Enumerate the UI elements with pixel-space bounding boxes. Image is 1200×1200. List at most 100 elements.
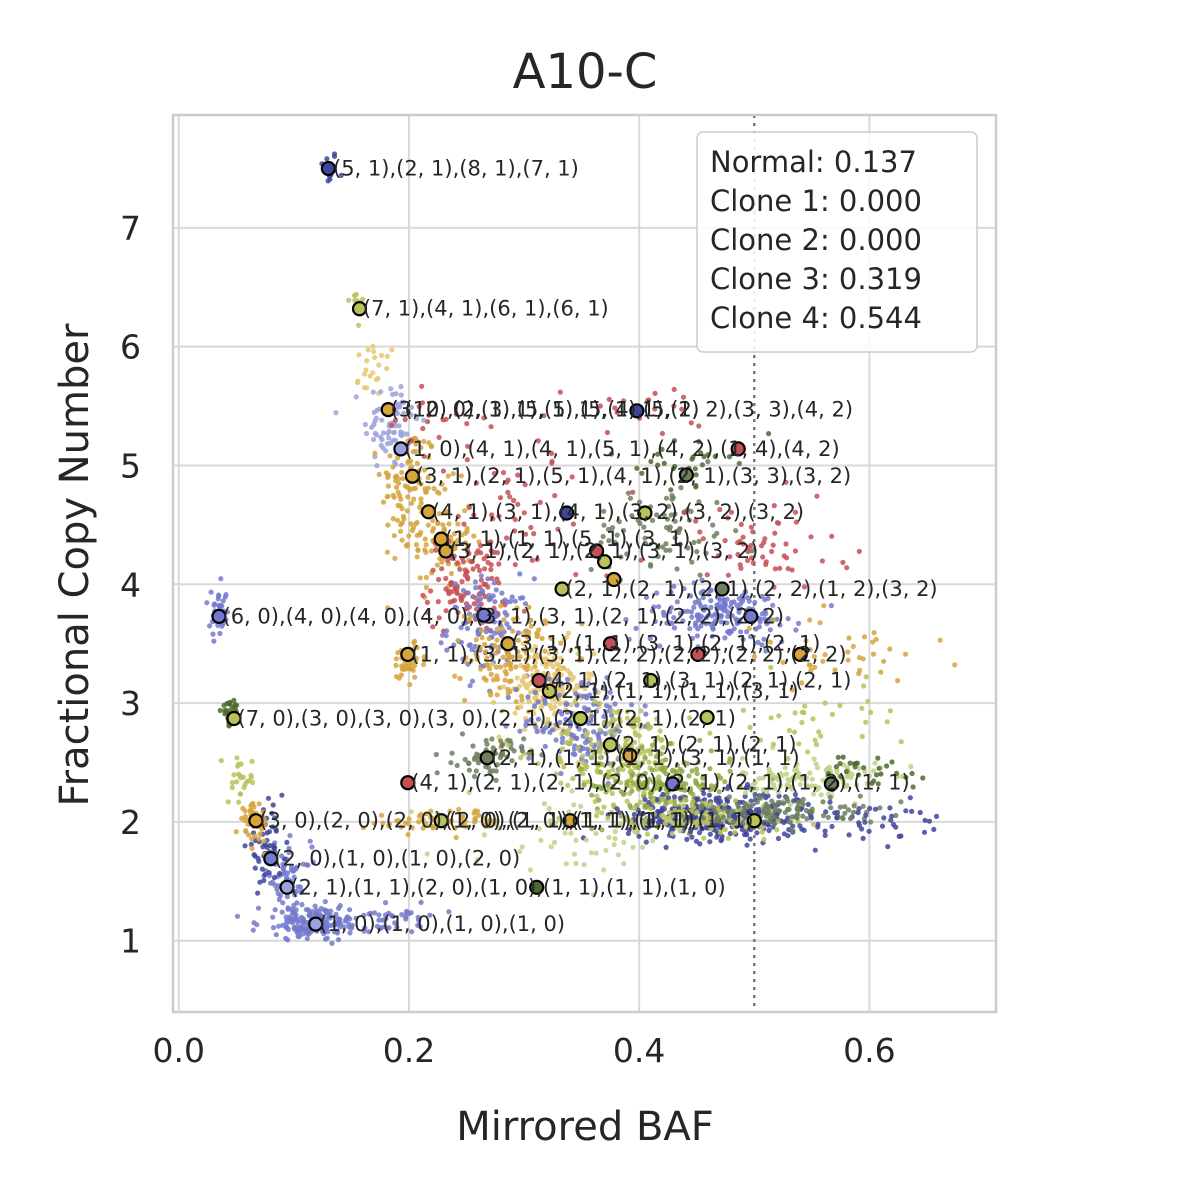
data-point [651, 604, 657, 610]
data-point [362, 421, 368, 428]
data-point [721, 814, 727, 820]
data-point [362, 371, 368, 377]
data-point [638, 557, 644, 563]
data-point [736, 460, 742, 467]
data-point [870, 639, 876, 645]
data-point [390, 464, 396, 470]
data-point [544, 721, 550, 727]
data-point [716, 789, 722, 795]
data-point [630, 489, 636, 495]
data-point [736, 818, 742, 824]
data-point [461, 620, 467, 627]
data-point [763, 648, 769, 654]
data-point [256, 858, 262, 864]
data-point [378, 442, 384, 448]
data-point [845, 807, 852, 813]
data-point [649, 767, 655, 773]
data-point [482, 566, 488, 572]
data-point [653, 754, 659, 760]
data-point [807, 809, 813, 815]
data-point [593, 783, 599, 790]
data-point [419, 400, 426, 406]
data-point [601, 685, 607, 691]
data-point [549, 458, 555, 464]
data-point [222, 594, 228, 600]
data-point [718, 619, 724, 625]
data-point [363, 367, 369, 373]
data-point [280, 922, 286, 928]
data-point [660, 609, 667, 615]
data-point [578, 766, 585, 772]
data-point [505, 694, 511, 701]
data-point [285, 926, 291, 933]
data-point [528, 666, 534, 672]
data-point [834, 809, 841, 816]
data-point [421, 654, 427, 660]
data-point [442, 486, 448, 492]
data-point [658, 751, 664, 757]
annotation-label: (4, 1),(2, 1),(2, 1),(2, 0),(2, 1),(2, 1… [411, 771, 909, 795]
data-point [701, 607, 707, 613]
data-point [635, 773, 642, 779]
centroid-marker [637, 505, 653, 521]
data-point [605, 774, 611, 780]
data-point [763, 795, 769, 801]
data-point [588, 566, 594, 573]
data-point [776, 808, 783, 814]
data-point [353, 915, 359, 921]
data-point [229, 780, 235, 786]
data-point [423, 549, 429, 555]
annotation-label: (1, 0),(4, 1),(4, 1),(5, 1),(4, 2),(1, 4… [404, 437, 839, 461]
data-point [364, 358, 370, 364]
data-point [573, 735, 580, 742]
data-point [250, 779, 256, 786]
data-point [384, 366, 390, 372]
data-point [671, 403, 677, 409]
data-point [584, 732, 590, 738]
data-point [484, 655, 490, 661]
data-point [742, 831, 748, 838]
data-point [863, 674, 869, 680]
annotation-label: (1, 0),(2, 0),(1, 1),(1, 1),(1, 1) [445, 809, 754, 833]
data-point [540, 660, 546, 667]
data-point [368, 910, 374, 916]
data-point [639, 782, 645, 789]
data-point [524, 634, 530, 640]
data-point [851, 803, 857, 809]
data-point [607, 689, 613, 695]
data-point [372, 910, 378, 916]
data-point [668, 605, 674, 611]
data-point [775, 789, 782, 795]
data-point [276, 896, 282, 903]
data-point [725, 572, 732, 578]
data-point [256, 801, 262, 807]
data-point [780, 800, 786, 806]
data-point [631, 805, 638, 812]
data-point [337, 903, 343, 909]
data-point [294, 900, 300, 906]
data-point [552, 839, 558, 846]
data-point [690, 798, 696, 805]
data-point [532, 703, 538, 709]
data-point [623, 617, 629, 623]
data-point [580, 753, 586, 759]
data-point [635, 718, 641, 724]
legend: Normal: 0.137 Clone 1: 0.000 Clone 2: 0.… [696, 131, 978, 353]
data-point [663, 495, 670, 501]
data-point [331, 151, 338, 157]
data-point [663, 757, 669, 763]
data-point [821, 603, 827, 609]
data-point [772, 802, 778, 809]
data-point [380, 820, 386, 826]
data-point [407, 682, 413, 688]
data-point [637, 722, 643, 728]
data-point [234, 755, 240, 761]
data-point [309, 844, 315, 850]
data-point [844, 565, 850, 571]
data-point [510, 497, 517, 504]
data-point [251, 920, 257, 926]
data-point [714, 805, 720, 811]
x-tick-label: 0.0 [153, 1031, 205, 1070]
data-point [689, 635, 696, 642]
data-point [568, 702, 574, 708]
